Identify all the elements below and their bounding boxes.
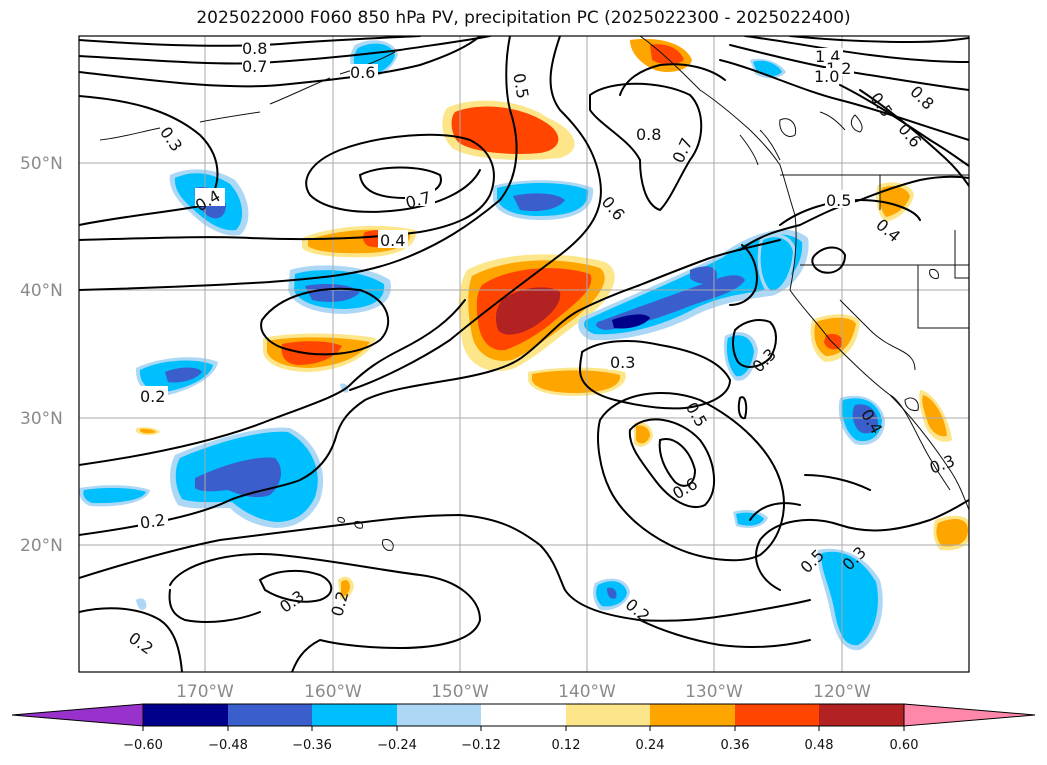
lon-label: 140°W [558, 682, 616, 702]
lat-label: 30°N [20, 409, 63, 429]
colorbar-label: 0.12 [552, 738, 581, 753]
contour-label: 0.5 [826, 191, 851, 210]
lon-label: 150°W [431, 682, 489, 702]
contour-label: 1.0 [814, 67, 839, 86]
contour-label: 0.6 [350, 63, 375, 82]
colorbar-segment [481, 704, 566, 726]
lat-label: 50°N [20, 154, 63, 174]
colorbar-segment [312, 704, 397, 726]
pv-contours [79, 36, 969, 672]
colorbar-segment [566, 704, 650, 726]
contour-label: 0.3 [610, 353, 635, 372]
colorbar-segment [228, 704, 312, 726]
colorbar: −0.60 −0.48 −0.36 −0.24 −0.12 0.12 0.24 … [11, 703, 1036, 753]
contour-label: 0.4 [380, 231, 405, 250]
colorbar-segment [397, 704, 481, 726]
colorbar-label: −0.60 [123, 738, 163, 753]
lon-label: 160°W [304, 682, 362, 702]
lon-label: 120°W [813, 682, 871, 702]
colorbar-label: −0.36 [292, 738, 332, 753]
map-title: 2025022000 F060 850 hPa PV, precipitatio… [196, 8, 851, 28]
lon-label: 170°W [176, 682, 234, 702]
lon-label: 130°W [685, 682, 743, 702]
contour-label: 0.2 [140, 387, 165, 406]
coastlines [99, 36, 969, 551]
colorbar-extend-max [903, 703, 1036, 727]
map-frame [78, 35, 970, 673]
lat-label: 20°N [20, 536, 63, 556]
colorbar-extend-min [11, 703, 144, 727]
contour-label: 0.8 [242, 39, 267, 58]
contour-label: 0.5 [509, 72, 532, 100]
colorbar-label: −0.48 [208, 738, 248, 753]
colorbar-segment [819, 704, 904, 726]
colorbar-label: 0.24 [636, 738, 665, 753]
lon-labels: 170°W 160°W 150°W 140°W 130°W 120°W [176, 682, 871, 702]
precip-shading [79, 38, 969, 651]
colorbar-segment [143, 704, 228, 726]
contour-label: 0.2 [139, 510, 167, 532]
colorbar-label: −0.12 [461, 738, 501, 753]
lat-label: 40°N [20, 281, 63, 301]
colorbar-label: 0.48 [805, 738, 834, 753]
contour-label: 0.7 [242, 57, 267, 76]
colorbar-label: −0.24 [377, 738, 417, 753]
colorbar-label: 0.36 [721, 738, 750, 753]
colorbar-segment [735, 704, 819, 726]
contour-label: 0.8 [636, 125, 661, 144]
lat-labels: 50°N 40°N 30°N 20°N [20, 154, 63, 556]
colorbar-segment [650, 704, 735, 726]
colorbar-label: 0.60 [890, 738, 919, 753]
